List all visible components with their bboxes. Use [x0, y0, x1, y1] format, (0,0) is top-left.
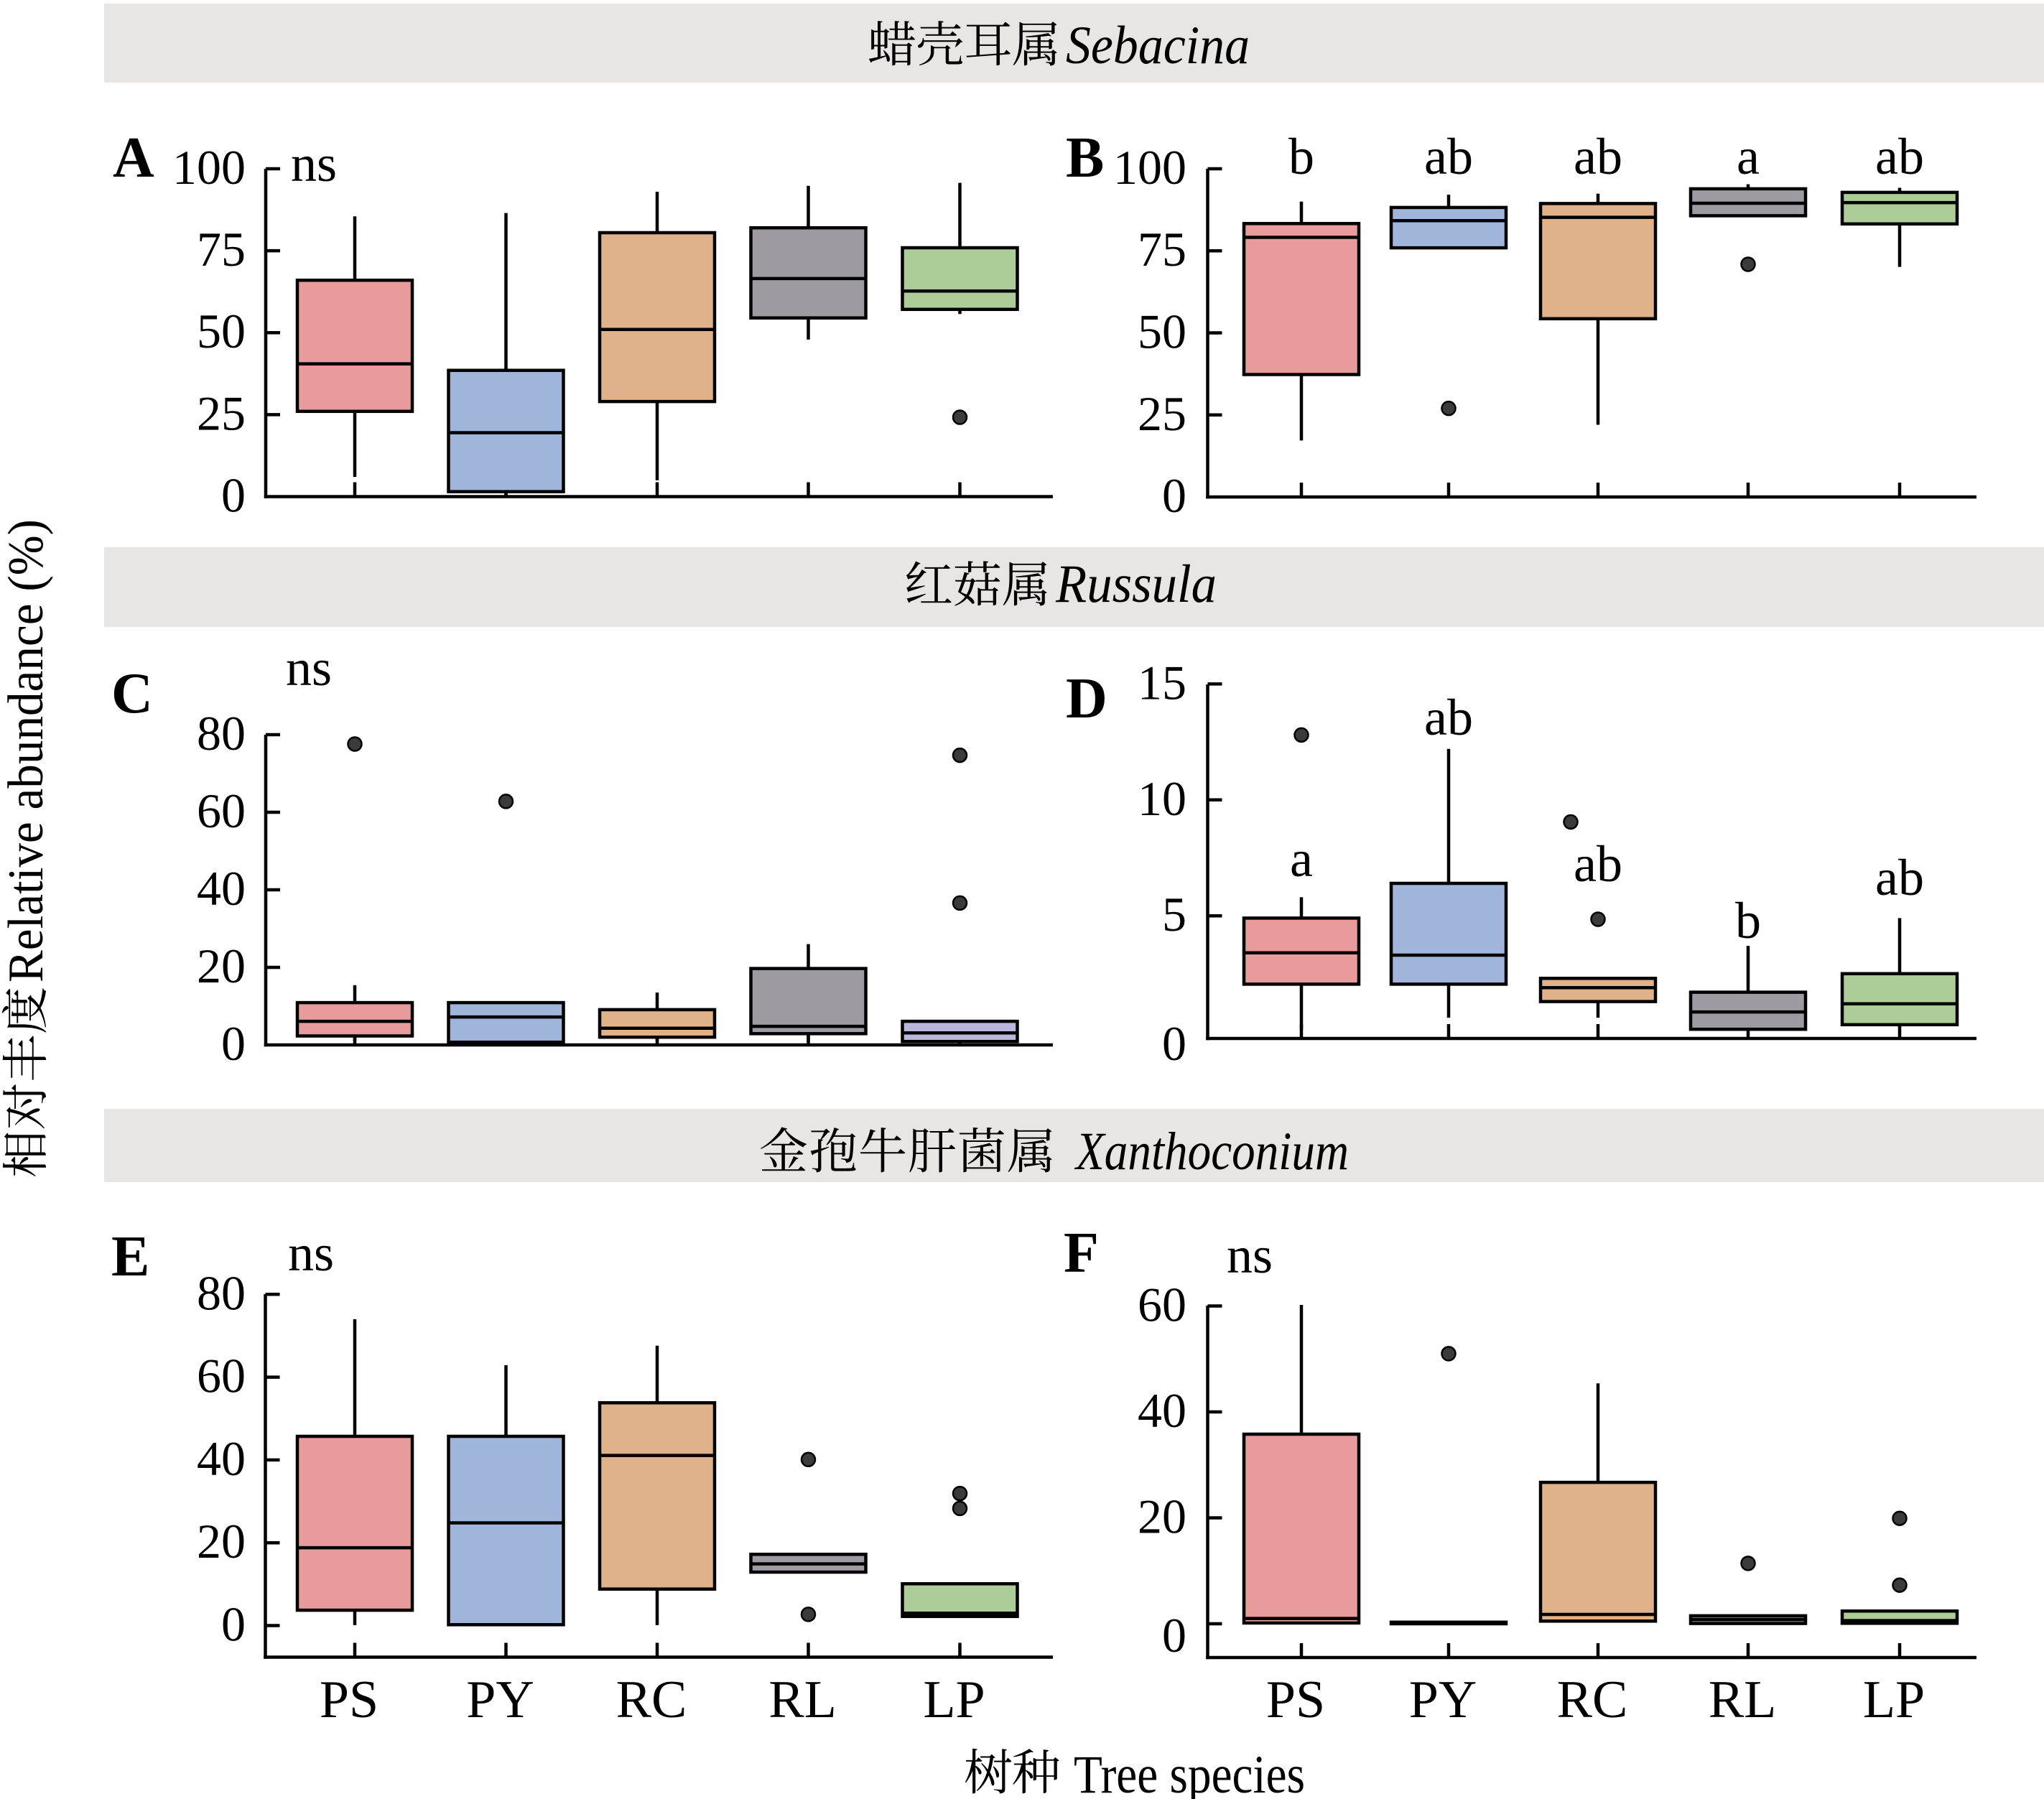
- svg-text:75: 75: [1138, 222, 1186, 276]
- svg-text:Relative abundance (%): Relative abundance (%): [0, 519, 54, 982]
- svg-text:Tree species: Tree species: [1074, 1745, 1305, 1799]
- svg-text:100: 100: [172, 140, 246, 195]
- svg-text:LP: LP: [1863, 1670, 1925, 1729]
- svg-text:ab: ab: [1574, 128, 1622, 185]
- svg-text:15: 15: [1138, 655, 1186, 710]
- svg-text:A: A: [113, 126, 154, 190]
- svg-text:100: 100: [1113, 140, 1186, 195]
- svg-text:25: 25: [1138, 386, 1186, 441]
- svg-text:F: F: [1064, 1222, 1099, 1285]
- svg-text:20: 20: [197, 1514, 246, 1568]
- svg-text:50: 50: [197, 304, 246, 358]
- svg-text:ns: ns: [291, 135, 337, 192]
- svg-text:C: C: [111, 662, 153, 725]
- svg-text:75: 75: [197, 222, 246, 276]
- svg-text:80: 80: [197, 706, 246, 761]
- svg-text:ns: ns: [1227, 1227, 1273, 1284]
- svg-text:40: 40: [1138, 1383, 1186, 1438]
- svg-text:a: a: [1737, 128, 1760, 185]
- svg-text:b: b: [1288, 128, 1314, 185]
- svg-text:0: 0: [1162, 1016, 1186, 1071]
- svg-text:PS: PS: [320, 1670, 378, 1729]
- svg-text:20: 20: [197, 939, 246, 993]
- svg-text:ab: ab: [1424, 128, 1473, 185]
- svg-text:ab: ab: [1875, 849, 1924, 906]
- svg-text:ab: ab: [1574, 835, 1622, 893]
- svg-text:PY: PY: [466, 1670, 534, 1729]
- svg-text:10: 10: [1138, 771, 1186, 826]
- svg-text:ns: ns: [286, 639, 332, 697]
- svg-text:5: 5: [1162, 887, 1186, 942]
- svg-text:Sebacina: Sebacina: [1066, 16, 1250, 75]
- svg-text:0: 0: [221, 1016, 246, 1071]
- svg-text:25: 25: [197, 386, 246, 440]
- svg-text:ab: ab: [1875, 128, 1924, 185]
- svg-text:60: 60: [197, 784, 246, 838]
- svg-text:E: E: [111, 1225, 149, 1288]
- svg-text:a: a: [1290, 830, 1313, 888]
- svg-text:40: 40: [197, 861, 246, 916]
- svg-text:Xanthoconium: Xanthoconium: [1074, 1122, 1349, 1181]
- svg-text:0: 0: [221, 1597, 246, 1652]
- svg-text:RC: RC: [616, 1670, 687, 1729]
- svg-text:50: 50: [1138, 305, 1186, 359]
- svg-text:LP: LP: [923, 1670, 985, 1729]
- svg-text:PS: PS: [1266, 1670, 1325, 1729]
- svg-text:PY: PY: [1409, 1670, 1477, 1729]
- svg-text:0: 0: [1162, 1608, 1186, 1663]
- svg-text:60: 60: [1138, 1278, 1186, 1332]
- svg-text:B: B: [1066, 126, 1104, 190]
- svg-text:60: 60: [197, 1349, 246, 1403]
- svg-text:ab: ab: [1424, 689, 1473, 746]
- svg-text:0: 0: [1162, 468, 1186, 523]
- svg-text:RL: RL: [768, 1670, 837, 1729]
- svg-text:RC: RC: [1557, 1670, 1628, 1729]
- svg-text:80: 80: [197, 1265, 246, 1320]
- svg-text:20: 20: [1138, 1489, 1186, 1544]
- svg-text:D: D: [1066, 667, 1107, 730]
- svg-text:40: 40: [197, 1431, 246, 1486]
- svg-text:Russula: Russula: [1055, 554, 1217, 614]
- svg-text:RL: RL: [1709, 1670, 1777, 1729]
- svg-text:ns: ns: [288, 1224, 334, 1282]
- svg-text:b: b: [1735, 892, 1761, 949]
- svg-text:0: 0: [221, 468, 246, 523]
